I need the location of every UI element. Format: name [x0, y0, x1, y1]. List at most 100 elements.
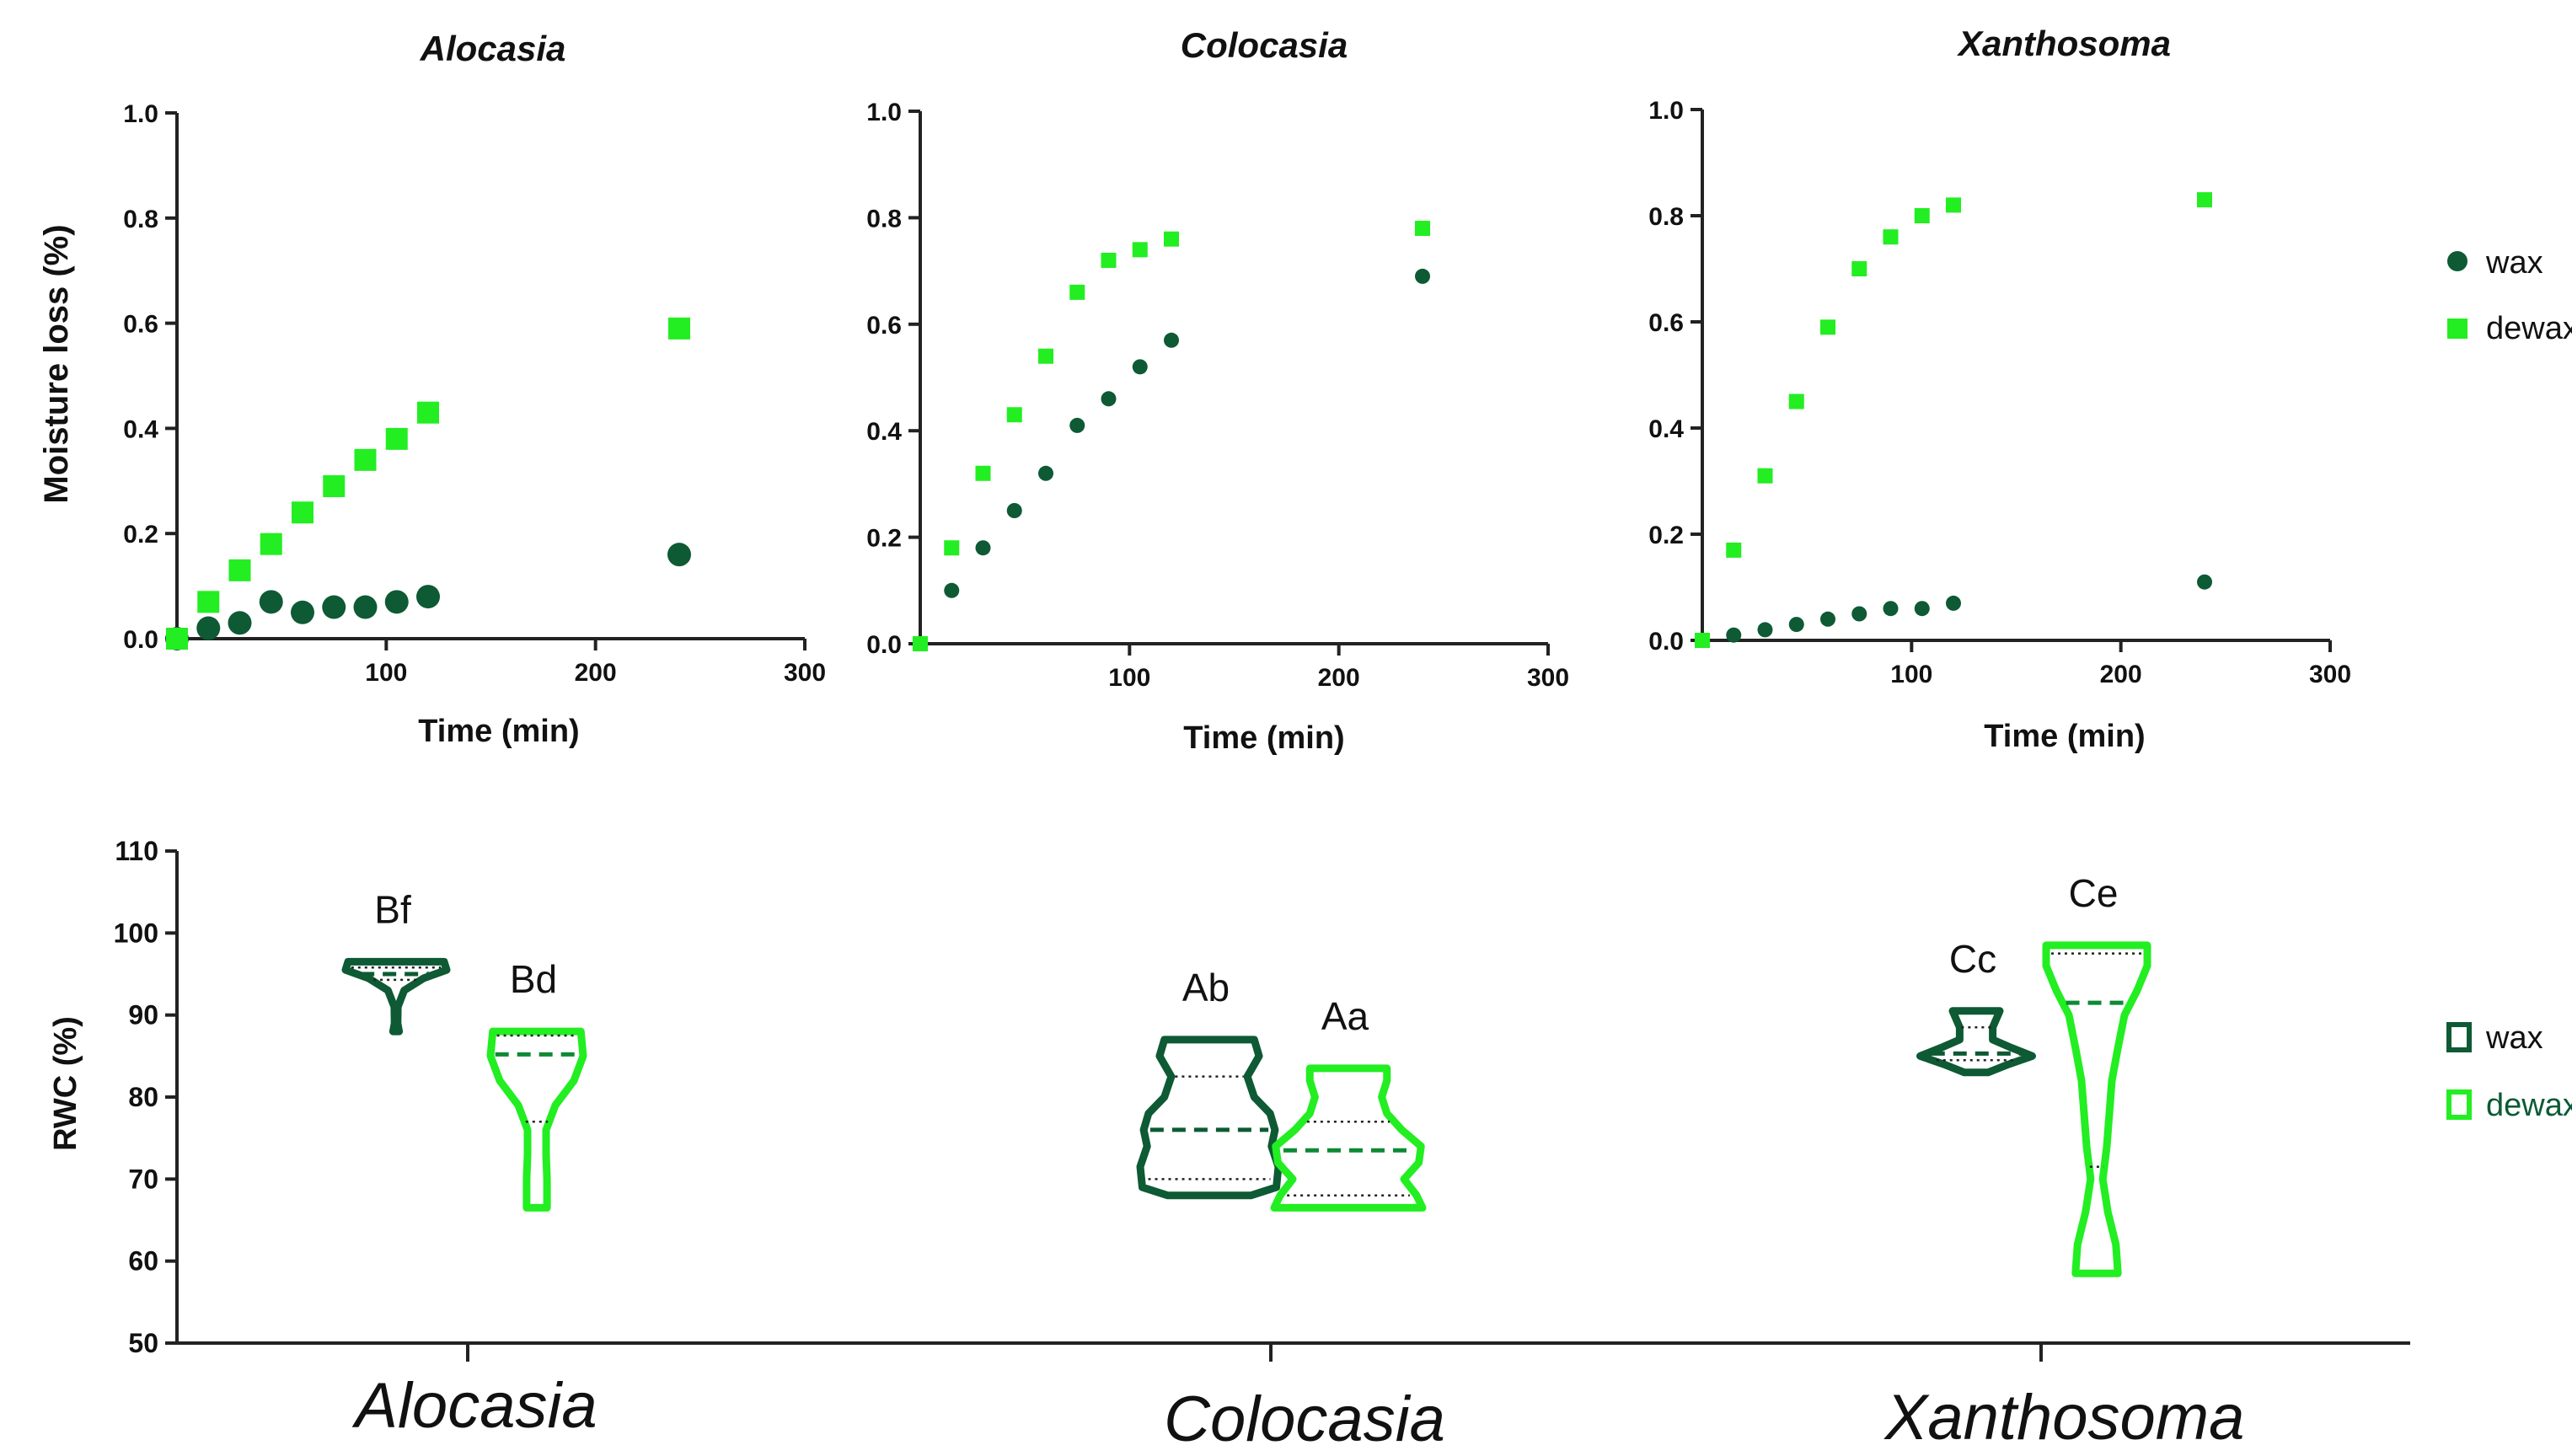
xanthosoma-y-tick-label: 0.6	[1648, 309, 1684, 337]
xanthosoma-x-tick-label: 200	[2100, 661, 2142, 688]
xanthosoma-wax-significance-label: Cc	[1949, 937, 1996, 981]
colocasia-y-tick-label: 0.8	[866, 205, 902, 233]
colocasia-wax-point	[1164, 332, 1179, 348]
legend-dewax-square-marker	[2447, 318, 2468, 339]
colocasia-y-tick-label: 0.2	[866, 525, 902, 553]
moisture-legend: wax dewax	[2447, 245, 2572, 346]
alocasia-y-tick-label: 0.4	[123, 415, 158, 443]
xanthosoma-x-tick-label: 100	[1890, 661, 1932, 688]
colocasia-dewax-significance-label: Aa	[1321, 994, 1369, 1038]
colocasia-x-tick-label: 200	[1318, 664, 1360, 692]
colocasia-wax-point	[975, 540, 991, 556]
xanthosoma-dewax-point	[2197, 192, 2212, 208]
xanthosoma-dewax-point	[1914, 208, 1930, 223]
rwc-violin-plot: 50 60 70 80 90 100 110 Bf Ab Cc Bd Aa Ce	[114, 836, 2410, 1362]
alocasia-x-tick-label: 200	[575, 659, 617, 687]
colocasia-dewax-point	[1164, 231, 1179, 247]
alocasia-wax-point	[416, 585, 440, 609]
xanthosoma-dewax-significance-label: Ce	[2069, 871, 2119, 915]
colocasia-y-tick-label: 0.4	[866, 418, 902, 446]
xanthosoma-wax-point	[1883, 601, 1899, 617]
alocasia-y-tick-label: 1.0	[123, 100, 158, 128]
xanthosoma-wax-violin	[1916, 1007, 2036, 1077]
alocasia-dewax-point	[417, 401, 439, 424]
legend-wax-box-marker	[2446, 1022, 2472, 1052]
rwc-y-tick-label: 80	[128, 1082, 158, 1112]
rwc-legend-dewax-label: dewax	[2486, 1088, 2572, 1123]
colocasia-x-tick-label: 100	[1108, 664, 1150, 692]
rwc-legend: wax dewax	[2446, 1020, 2572, 1123]
xanthosoma-wax-point	[1757, 622, 1773, 638]
colocasia-wax-point	[1069, 417, 1085, 433]
colocasia-dewax-point	[1069, 284, 1085, 300]
xanthosoma-y-tick-label: 1.0	[1648, 97, 1684, 125]
colocasia-wax-point	[1006, 503, 1022, 518]
colocasia-wax-violin	[1136, 1036, 1283, 1200]
rwc-y-tick-label: 50	[128, 1328, 158, 1358]
xanthosoma-moisture-plot: 0.0 0.2 0.4 0.6 0.8 1.0 100 200 300	[1648, 97, 2351, 688]
xanthosoma-dewax-point	[1820, 319, 1835, 335]
rwc-y-tick-label: 100	[114, 918, 158, 948]
alocasia-dewax-point	[260, 533, 282, 555]
xanthosoma-dewax-violin	[2042, 941, 2151, 1277]
xanthosoma-wax-point	[1820, 611, 1835, 627]
alocasia-x-tick-label: 300	[784, 659, 826, 687]
alocasia-wax-violin	[341, 957, 451, 1036]
xanthosoma-wax-point	[1788, 617, 1804, 633]
colocasia-dewax-point	[975, 465, 991, 481]
alocasia-dewax-violin	[486, 1027, 587, 1212]
rwc-legend-wax-label: wax	[2485, 1020, 2543, 1056]
alocasia-dewax-point	[385, 427, 408, 450]
xanthosoma-dewax-point	[1788, 393, 1804, 410]
rwc-y-tick-label: 90	[128, 1000, 158, 1030]
alocasia-dewax-point	[323, 475, 346, 498]
alocasia-wax-point	[322, 595, 346, 619]
xanthosoma-y-tick-label: 0.0	[1648, 628, 1684, 656]
alocasia-scatter-title: Alocasia	[420, 29, 566, 68]
alocasia-moisture-plot: 0.0 0.2 0.4 0.6 0.8 1.0 100 200 300	[123, 100, 826, 687]
colocasia-dewax-violin	[1270, 1064, 1427, 1212]
alocasia-y-tick-label: 0.2	[123, 521, 158, 549]
xanthosoma-x-axis-label: Time (min)	[1984, 719, 2145, 754]
category-label-xanthosoma: Xanthosoma	[1883, 1382, 2245, 1453]
colocasia-y-tick-label: 0.0	[866, 631, 902, 659]
moisture-loss-axis-label: Moisture loss (%)	[38, 224, 75, 503]
xanthosoma-dewax-point	[1851, 261, 1867, 276]
colocasia-dewax-point	[944, 540, 960, 556]
xanthosoma-scatter-title: Xanthosoma	[1957, 24, 2171, 63]
legend-dewax-label: dewax	[2486, 311, 2572, 346]
alocasia-y-tick-label: 0.6	[123, 311, 158, 339]
colocasia-wax-point	[1101, 391, 1117, 407]
xanthosoma-wax-point	[2197, 574, 2212, 590]
colocasia-wax-point	[1132, 359, 1148, 375]
colocasia-wax-significance-label: Ab	[1182, 966, 1230, 1009]
xanthosoma-dewax-point	[1757, 468, 1773, 484]
alocasia-y-tick-label: 0.0	[123, 626, 158, 654]
alocasia-wax-point	[196, 616, 221, 640]
colocasia-dewax-point	[1101, 252, 1117, 268]
colocasia-y-tick-label: 1.0	[866, 99, 902, 126]
alocasia-x-tick-label: 100	[365, 659, 407, 687]
alocasia-x-axis-label: Time (min)	[418, 714, 579, 749]
colocasia-scatter-title: Colocasia	[1181, 25, 1348, 65]
xanthosoma-y-tick-label: 0.8	[1648, 203, 1684, 231]
legend-dewax-box-marker	[2446, 1089, 2472, 1120]
colocasia-dewax-point	[1132, 242, 1148, 258]
rwc-y-tick-label: 110	[115, 836, 158, 866]
xanthosoma-dewax-point	[1726, 542, 1742, 558]
alocasia-dewax-point	[228, 559, 251, 581]
rwc-y-tick-label: 60	[128, 1246, 158, 1277]
alocasia-dewax-point	[166, 628, 188, 650]
colocasia-wax-point	[1038, 465, 1053, 481]
alocasia-dewax-significance-label: Bd	[510, 957, 557, 1001]
category-label-alocasia: Alocasia	[351, 1370, 597, 1442]
category-label-colocasia: Colocasia	[1164, 1384, 1445, 1455]
xanthosoma-y-tick-label: 0.2	[1648, 522, 1684, 549]
colocasia-x-tick-label: 300	[1527, 664, 1569, 692]
alocasia-wax-point	[259, 590, 283, 614]
legend-wax-circle-marker	[2447, 251, 2468, 271]
colocasia-dewax-point	[1038, 348, 1053, 364]
rwc-axis-label: RWC (%)	[48, 1016, 83, 1151]
colocasia-dewax-point	[1006, 407, 1022, 423]
xanthosoma-dewax-point	[1695, 633, 1710, 648]
